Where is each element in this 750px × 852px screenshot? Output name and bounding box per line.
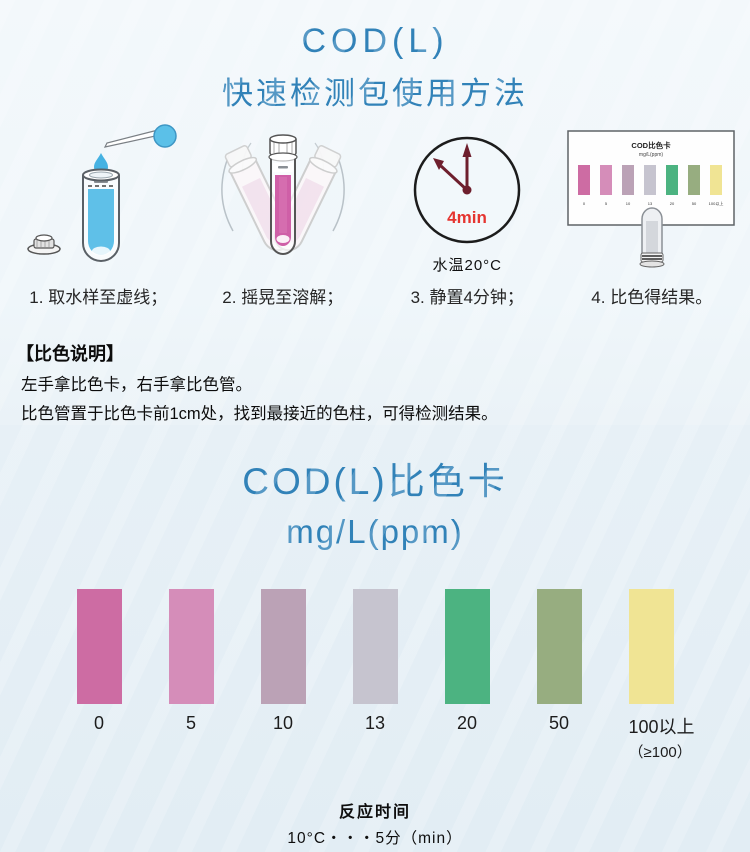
mini-card-title: COD比色卡: [631, 140, 671, 150]
clock-duration-label: 4min: [447, 208, 487, 227]
svg-text:50: 50: [692, 201, 697, 206]
steps-row: 1. 取水样至虚线；: [0, 123, 750, 308]
step-1-caption: 1. 取水样至虚线；: [29, 288, 168, 307]
color-comparison-note: 【比色说明】 左手拿比色卡，右手拿比色管。 比色管置于比色卡前1cm处，找到最接…: [0, 340, 750, 424]
step-3: 4min 水温20°C 3. 静置4分钟；: [375, 123, 560, 308]
step-4: COD比色卡 mg/L(ppm) 0 5 10 13 20: [560, 123, 745, 308]
swatch-col-13: 13: [352, 589, 398, 762]
swatch-20: [444, 589, 490, 704]
comparison-tube: [639, 207, 665, 268]
reaction-time-title: 反应时间: [338, 804, 411, 821]
swatch-10-label: 10: [272, 713, 294, 733]
step-4-caption: 4. 比色得结果。: [591, 288, 713, 307]
swatch-50-label: 50: [548, 713, 570, 733]
water-temp-label: 水温20°C: [432, 257, 503, 274]
mini-swatch: [577, 165, 590, 195]
swatch-13: [352, 589, 398, 704]
mini-swatch: [643, 165, 656, 195]
tube-cap-icon: [27, 234, 61, 255]
shaking-tube-icon: [220, 134, 345, 255]
swatch-col-20: 20: [444, 589, 490, 762]
step-2: 2. 摇晃至溶解；: [191, 123, 376, 308]
clock-icon: 4min: [414, 136, 521, 244]
swatch-row: 0 5 10 13 20 50: [0, 589, 750, 762]
dropper-bulb: [153, 124, 177, 148]
svg-text:10: 10: [626, 201, 631, 206]
step-3-caption: 3. 静置4分钟；: [410, 288, 524, 307]
swatch-100: [628, 589, 674, 704]
step-2-caption: 2. 摇晃至溶解；: [222, 288, 344, 307]
reaction-time-block: 反应时间 10°C・・・5分（min） 20°C・・・4分（min） 30°C・…: [0, 798, 750, 852]
svg-text:100以上: 100以上: [708, 200, 723, 206]
swatch-50: [536, 589, 582, 704]
note-line-1: 左手拿比色卡，右手拿比色管。: [21, 376, 252, 394]
swatch-col-100: 100以上 （≥100）: [628, 589, 695, 762]
capped-tube: [268, 134, 298, 255]
swatch-10: [260, 589, 306, 704]
title-line2: 快速检测包使用方法: [222, 76, 528, 111]
mini-swatch: [687, 165, 700, 195]
mini-swatch: [621, 165, 634, 195]
swatch-0: [76, 589, 122, 704]
color-card-icon: COD比色卡 mg/L(ppm) 0 5 10 13 20: [567, 130, 735, 268]
swatch-5: [168, 589, 214, 704]
mini-swatch: [709, 165, 722, 195]
swatch-0-label: 0: [93, 713, 104, 733]
svg-text:13: 13: [648, 201, 653, 206]
color-card-section: COD(L)比色卡 mg/L(ppm) 0 5 10 13 20: [0, 425, 750, 852]
step-1: 1. 取水样至虚线；: [6, 123, 191, 308]
mini-card-unit: mg/L(ppm): [639, 152, 664, 158]
dropper-into-tube-icon: [27, 124, 177, 262]
swatch-col-5: 5: [168, 589, 214, 762]
swatch-100-sublabel: （≥100）: [628, 744, 692, 761]
page-title: COD(L) 快速检测包使用方法: [0, 0, 750, 113]
note-heading: 【比色说明】: [16, 344, 124, 364]
swatch-col-0: 0: [76, 589, 122, 762]
note-line-2: 比色管置于比色卡前1cm处，找到最接近的色柱，可得检测结果。: [21, 405, 498, 423]
svg-text:20: 20: [670, 201, 675, 206]
swatch-13-label: 13: [364, 713, 386, 733]
swatch-col-10: 10: [260, 589, 306, 762]
swatch-20-label: 20: [456, 713, 478, 733]
color-card-unit: mg/L(ppm): [286, 513, 464, 550]
blue-liquid: [88, 189, 115, 255]
mini-swatch: [599, 165, 612, 195]
svg-text:5: 5: [605, 201, 608, 206]
dropper-stem: [104, 129, 162, 148]
swatch-5-label: 5: [185, 713, 196, 733]
swatch-col-50: 50: [536, 589, 582, 762]
title-line1: COD(L): [301, 22, 449, 60]
mini-swatch: [665, 165, 678, 195]
reaction-time-row-10c: 10°C・・・5分（min）: [287, 830, 463, 847]
svg-text:0: 0: [583, 201, 586, 206]
usage-section: COD(L) 快速检测包使用方法: [0, 0, 750, 425]
swatch-100-label: 100以上: [628, 717, 695, 737]
color-card-title: COD(L)比色卡: [242, 461, 508, 502]
hour-hand: [440, 164, 469, 192]
